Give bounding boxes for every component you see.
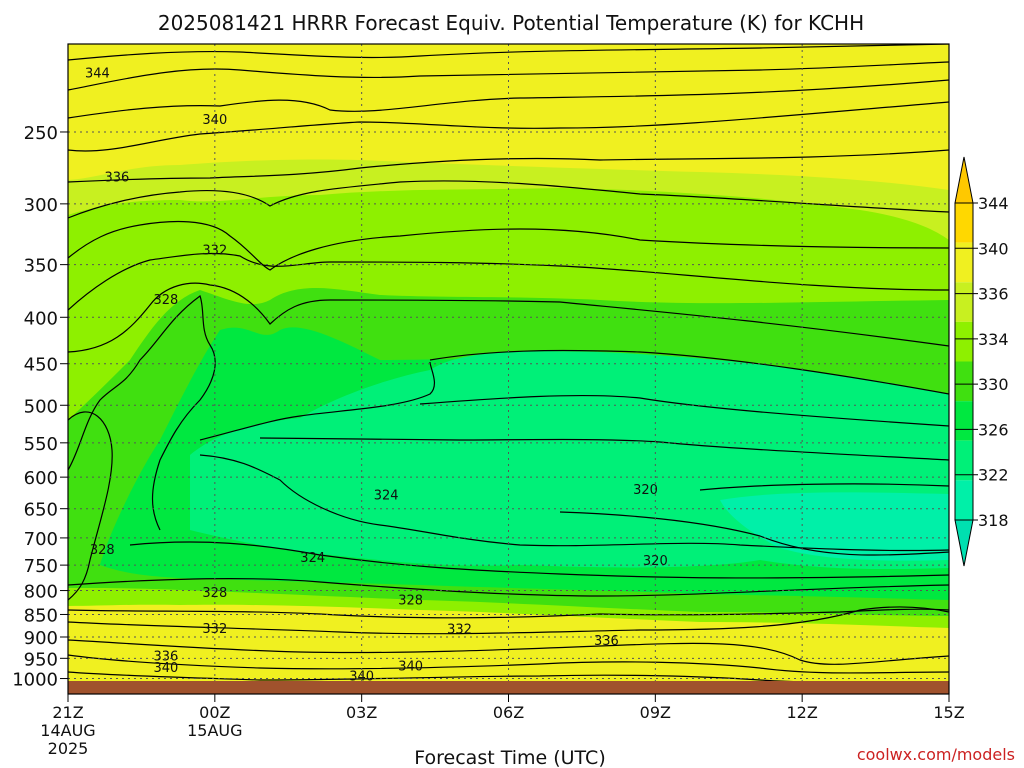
- colorbar-band: [955, 203, 973, 243]
- contour-label: 336: [153, 649, 178, 664]
- chart-title: 2025081421 HRRR Forecast Equiv. Potentia…: [158, 11, 864, 35]
- y-tick-label: 900: [24, 628, 58, 649]
- x-tick-label: 12Z: [787, 703, 818, 722]
- x-tick-label: 09Z: [640, 703, 671, 722]
- contour-line-332-lower: [68, 608, 949, 619]
- contour-line-338: [68, 149, 949, 183]
- contour-line-342a: [68, 61, 949, 91]
- colorbar-band: [955, 321, 973, 362]
- colorbar-label: 334: [978, 330, 1009, 349]
- x-tick-label: 00Z: [199, 703, 230, 722]
- contour-label: 344: [85, 67, 110, 82]
- y-tick-label: 350: [24, 256, 58, 277]
- contour-label: 340: [398, 659, 423, 674]
- contour-line-328-lower: [129, 541, 949, 579]
- contour-line-326-upper: [419, 394, 949, 427]
- contour-label: 328: [153, 293, 178, 308]
- x-tick-label: 03Z: [346, 703, 377, 722]
- contour-label: 324: [300, 551, 325, 566]
- contour-label: 328: [202, 586, 227, 601]
- contour-line-336: [68, 180, 949, 219]
- colorbar-band: [955, 401, 973, 441]
- y-tick-label: 550: [24, 434, 58, 455]
- contour-label: 332: [447, 623, 472, 638]
- y-tick-label: 450: [24, 355, 58, 376]
- contour-line-320: [699, 483, 949, 491]
- contour-label: 340: [153, 661, 178, 676]
- y-tick-label: 600: [24, 468, 58, 489]
- y-tick-label: 850: [24, 605, 58, 626]
- colorbar-label: 340: [978, 239, 1009, 258]
- ground-surface: [68, 681, 949, 694]
- contour-line-342b: [68, 79, 949, 119]
- contour-line-340: [68, 101, 949, 152]
- y-tick-label: 400: [24, 308, 58, 329]
- x-axis-label: Forecast Time (UTC): [414, 747, 605, 768]
- contour-label: 336: [594, 634, 619, 649]
- x-tick-sublabel: 14AUG: [40, 721, 95, 740]
- y-axis: 2503003504004505005506006507007508008509…: [12, 123, 68, 691]
- x-tick-label: 15Z: [933, 703, 964, 722]
- contour-line-338-lower: [68, 654, 949, 674]
- contour-label: 332: [202, 244, 227, 259]
- y-tick-label: 250: [24, 123, 58, 144]
- colorbar-band: [955, 242, 973, 283]
- x-tick-sublabel: 2025: [48, 739, 89, 758]
- colorbar-band: [955, 361, 973, 402]
- colorbar-label: 318: [978, 511, 1009, 530]
- y-tick-label: 950: [24, 649, 58, 670]
- colorbar-label: 344: [978, 194, 1009, 213]
- colorbar-band: [955, 282, 973, 322]
- contour-line-324-mid: [259, 437, 949, 461]
- colorbar: 344 340 336 334 330 326 322 318: [954, 156, 1009, 567]
- colorbar-extend-low: [954, 519, 974, 567]
- colorbar-extend-high: [954, 156, 974, 204]
- y-tick-label: 700: [24, 529, 58, 550]
- x-tick-label: 06Z: [493, 703, 524, 722]
- contour-label: 332: [202, 622, 227, 637]
- y-tick-label: 800: [24, 582, 58, 603]
- colorbar-band: [955, 440, 973, 481]
- contour-label: 320: [633, 483, 658, 498]
- colorbar-label: 336: [978, 285, 1009, 304]
- contour-line-326-left: [68, 411, 113, 601]
- contour-line-334-lower: [68, 606, 949, 635]
- y-tick-label: 650: [24, 500, 58, 521]
- x-tick-sublabel: 15AUG: [187, 721, 242, 740]
- contour-label: 328: [90, 543, 115, 558]
- credit-text[interactable]: coolwx.com/models: [857, 745, 1015, 764]
- x-tick-label: 21Z: [52, 703, 83, 722]
- contour-label: 320: [643, 554, 668, 569]
- colorbar-label: 322: [978, 466, 1009, 485]
- y-tick-label: 750: [24, 556, 58, 577]
- contour-line-328: [68, 282, 949, 353]
- fill-region-aqua: [720, 492, 949, 561]
- grid: [68, 44, 949, 694]
- contour-line-332: [68, 252, 949, 311]
- contour-line-328-left: [68, 295, 216, 531]
- contour-label: 340: [202, 113, 227, 128]
- contour-label: 328: [398, 593, 423, 608]
- contour-line-320-lower: [559, 511, 949, 556]
- colorbar-label: 330: [978, 375, 1009, 394]
- y-tick-label: 500: [24, 396, 58, 417]
- contour-label: 336: [105, 171, 130, 186]
- contour-label: 340: [349, 669, 374, 684]
- colorbar-band: [955, 480, 973, 520]
- colorbar-label: 326: [978, 420, 1009, 439]
- contour-line-344: [68, 44, 949, 61]
- contour-line-336-lower: [68, 639, 949, 665]
- contour-line-334: [68, 220, 949, 271]
- contour-line-324-outer: [429, 349, 949, 395]
- contour-label: 324: [374, 488, 399, 503]
- y-tick-label: 300: [24, 195, 58, 216]
- y-tick-label: 1000: [12, 670, 58, 691]
- contour-line-324-lower: [199, 454, 949, 552]
- contour-line-324-inner: [199, 361, 435, 441]
